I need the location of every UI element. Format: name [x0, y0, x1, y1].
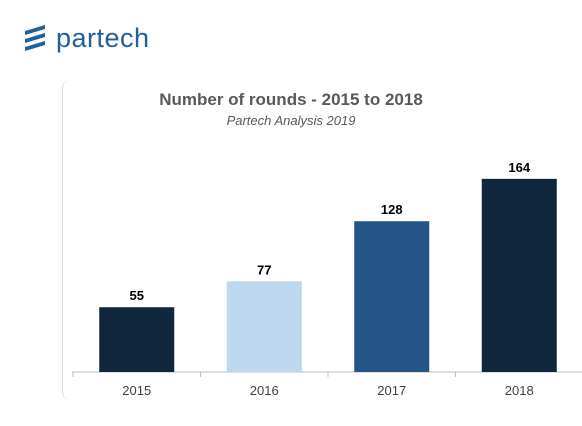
bar-2016	[226, 281, 302, 372]
bar-2015	[99, 307, 175, 372]
data-label-2018: 164	[508, 160, 530, 175]
bar-2017	[354, 221, 430, 372]
x-tick-label-2018: 2018	[505, 383, 534, 398]
data-label-2016: 77	[257, 262, 271, 277]
data-label-2017: 128	[381, 202, 403, 217]
data-label-2015: 55	[130, 288, 144, 303]
partech-logo-icon	[25, 25, 45, 51]
x-tick-label-2017: 2017	[377, 383, 406, 398]
bar-2018	[481, 178, 557, 372]
chart-subtitle: Partech Analysis 2019	[226, 113, 356, 128]
brand-logo: partech	[22, 20, 150, 56]
brand-name: partech	[56, 22, 150, 53]
x-tick-label-2016: 2016	[250, 383, 279, 398]
x-tick-label-2015: 2015	[122, 383, 151, 398]
chart-frame	[62, 80, 582, 400]
chart-title: Number of rounds - 2015 to 2018	[159, 90, 423, 109]
